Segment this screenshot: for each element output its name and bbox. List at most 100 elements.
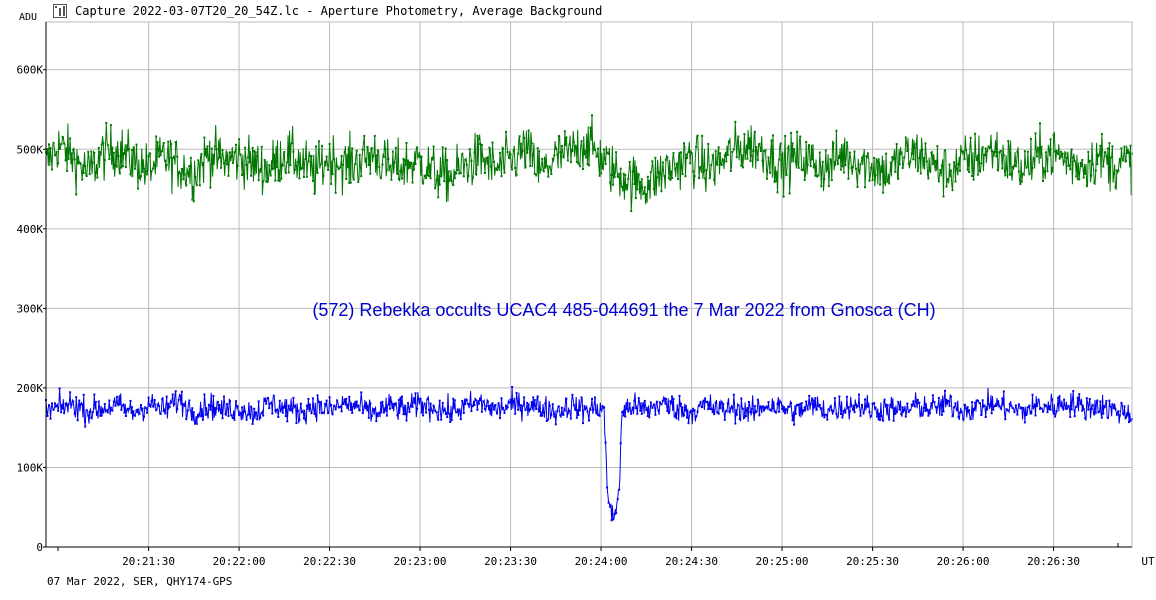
data-point [824, 413, 827, 416]
data-point [275, 408, 278, 411]
data-point [931, 394, 934, 397]
data-point [63, 412, 66, 415]
data-point [907, 410, 910, 413]
data-point [895, 143, 898, 146]
data-point [455, 411, 458, 414]
data-point [239, 412, 242, 415]
data-point [1093, 181, 1096, 184]
data-point [1039, 122, 1041, 125]
data-point [416, 407, 419, 410]
data-point [1070, 148, 1073, 151]
data-point [271, 412, 274, 415]
data-point [1122, 159, 1124, 162]
data-point [144, 170, 147, 173]
data-point [147, 155, 150, 158]
data-point [1016, 413, 1019, 416]
data-point [698, 404, 701, 407]
data-point [152, 167, 155, 170]
data-point [974, 401, 977, 404]
data-point [413, 168, 415, 171]
data-point [1072, 390, 1075, 393]
data-point [212, 153, 215, 156]
data-point [1109, 405, 1112, 408]
data-point [226, 403, 228, 406]
data-point [734, 422, 737, 425]
data-point [369, 402, 372, 405]
data-point [126, 149, 129, 152]
data-point [1120, 147, 1123, 150]
data-point [651, 406, 654, 409]
data-point [855, 403, 857, 406]
data-point [162, 410, 165, 413]
data-point [387, 158, 390, 161]
data-point [1043, 403, 1046, 406]
data-point [642, 402, 645, 405]
data-point [1057, 396, 1060, 399]
data-point [904, 415, 907, 418]
data-point [1106, 147, 1109, 150]
data-point [556, 153, 559, 156]
data-point [925, 160, 928, 163]
data-point [129, 399, 132, 402]
data-point [499, 151, 501, 154]
data-point [595, 412, 598, 415]
data-point [343, 398, 346, 401]
data-point [698, 177, 701, 180]
data-point [898, 408, 901, 411]
data-point [283, 151, 286, 153]
window-title: Capture 2022-03-07T20_20_54Z.lc - Apertu… [75, 4, 603, 18]
data-point [206, 145, 209, 148]
data-point [173, 403, 176, 406]
data-point [538, 410, 541, 413]
data-point [401, 177, 403, 180]
data-point [950, 169, 952, 172]
data-point [752, 411, 755, 414]
data-point [1005, 408, 1008, 411]
data-point [1001, 167, 1004, 170]
data-point [518, 135, 521, 138]
chart-icon[interactable] [53, 4, 67, 18]
data-point [1054, 150, 1057, 153]
data-point [70, 152, 73, 155]
data-point [942, 195, 945, 198]
data-point [839, 168, 842, 171]
data-point [572, 404, 575, 407]
data-point [989, 146, 992, 149]
data-point [147, 396, 150, 399]
data-point [569, 161, 572, 164]
data-point [54, 402, 56, 405]
data-point [995, 155, 998, 158]
data-point [302, 417, 305, 420]
data-point [1088, 398, 1091, 400]
data-point [858, 169, 860, 172]
data-point [64, 402, 67, 405]
data-point [1084, 417, 1087, 420]
data-point [894, 412, 897, 415]
data-point [352, 403, 355, 405]
data-point [223, 395, 225, 398]
data-point [818, 151, 821, 154]
data-point [137, 187, 139, 190]
data-point [664, 397, 667, 400]
data-point [215, 407, 218, 410]
data-point [432, 404, 435, 407]
data-point [585, 407, 587, 410]
data-point [408, 410, 411, 413]
data-point [808, 144, 811, 147]
data-point [232, 417, 234, 419]
data-point [310, 412, 313, 414]
data-point [1046, 170, 1049, 173]
data-point [1037, 147, 1040, 150]
data-point [1106, 417, 1109, 419]
data-point [1091, 404, 1094, 407]
data-point [969, 418, 972, 421]
data-point [369, 172, 372, 175]
data-point [1036, 155, 1038, 158]
data-point [841, 165, 844, 168]
data-point [987, 403, 990, 406]
data-point [1125, 416, 1127, 419]
data-point [790, 402, 793, 404]
data-point [1019, 407, 1022, 410]
data-point [1117, 169, 1120, 172]
